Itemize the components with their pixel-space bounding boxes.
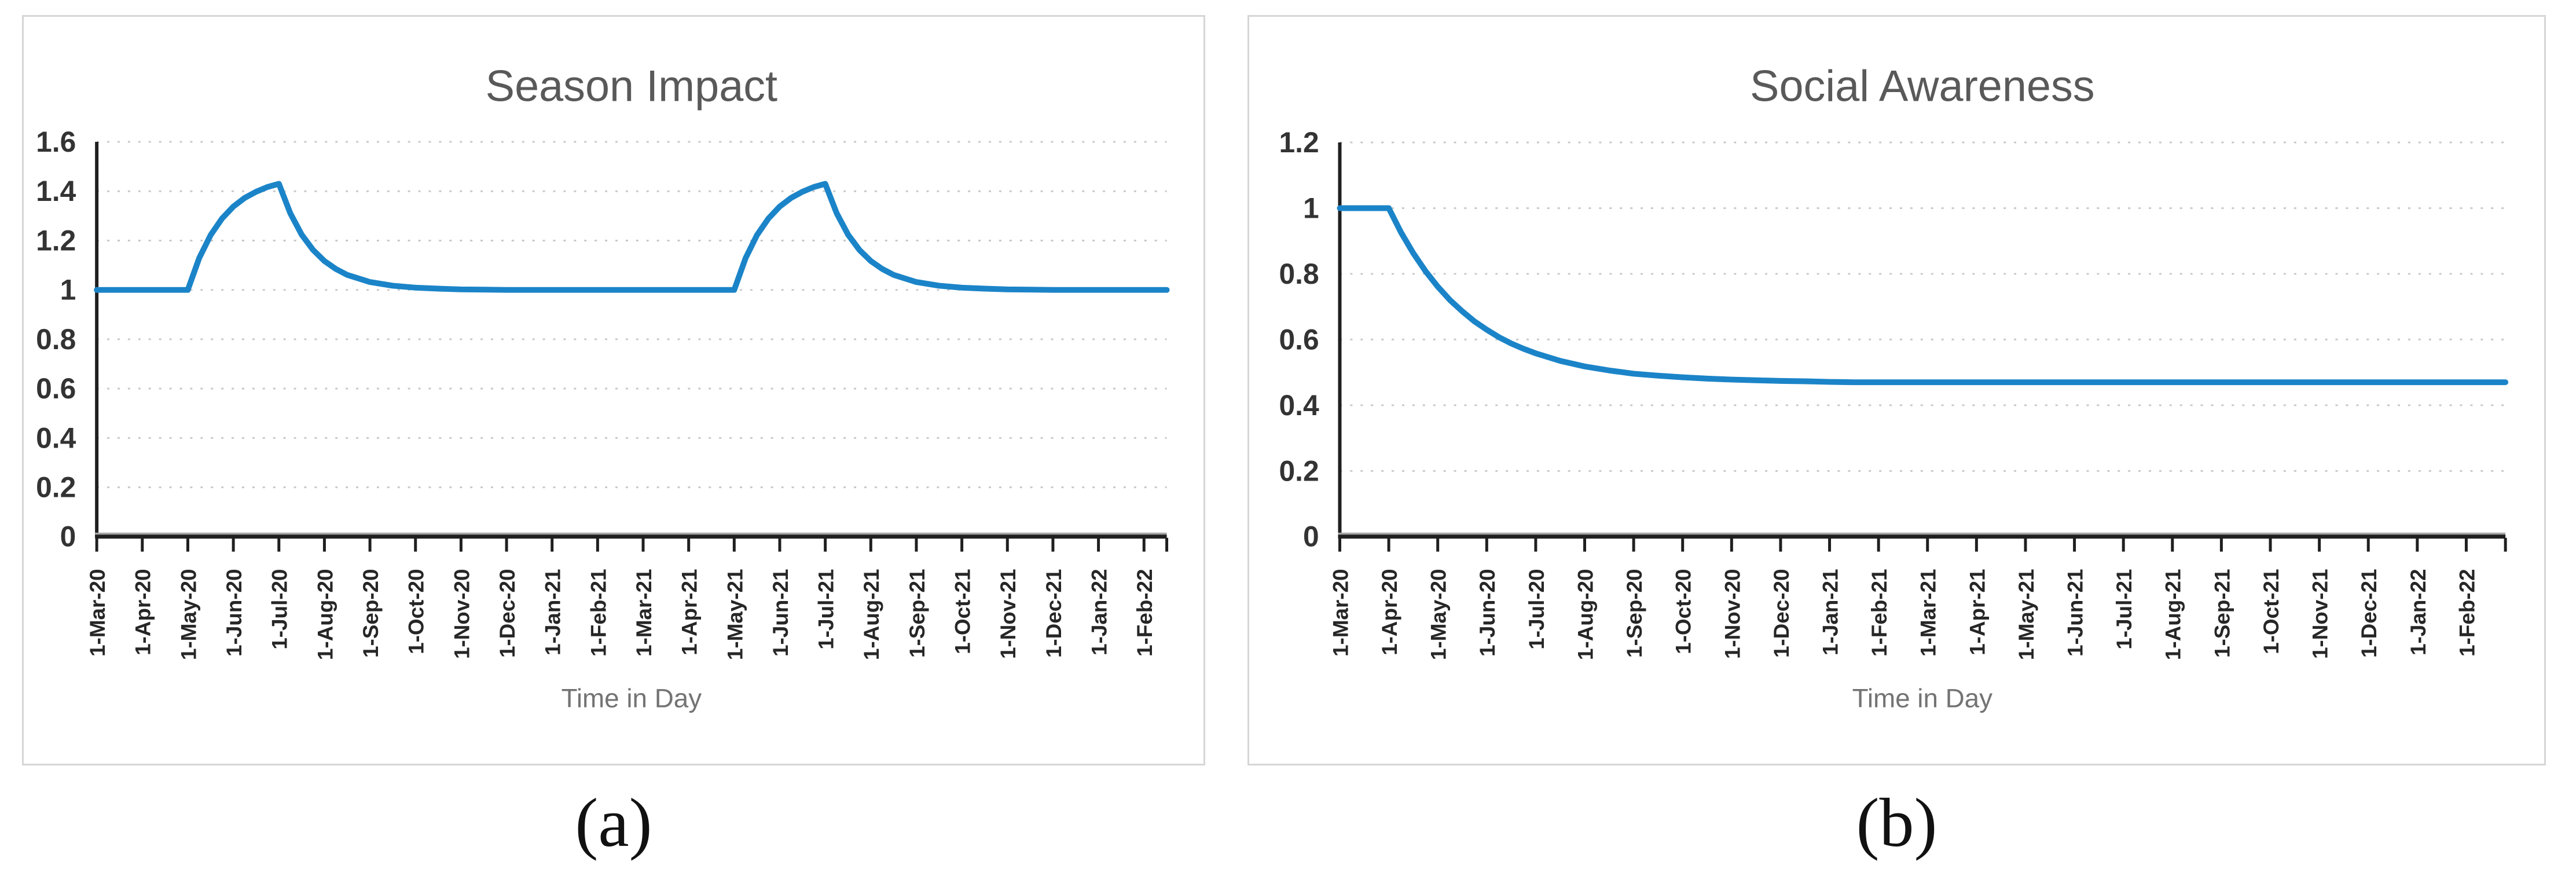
y-tick-label: 1 [60,274,76,306]
caption-a: (a) [575,784,652,861]
x-tick-label: 1-Feb-21 [586,569,610,657]
series-line [94,181,1170,293]
y-tick-label: 1.2 [1279,126,1319,159]
season-impact-chart: Season Impact Time in Day 0 0.2 0.4 0.6 0.8 1… [36,62,1170,713]
x-tick-label: 1-Nov-20 [450,569,474,659]
x-tick-label: 1-Mar-20 [1329,569,1352,657]
x-tick-label: 1-Dec-21 [1042,569,1066,658]
y-tick-label: 0.2 [1279,455,1319,487]
y-tick-label: 0.6 [36,372,76,405]
x-tick-label: 1-Jan-22 [2406,569,2430,655]
social-awareness-chart: Social Awareness Time in Day 0 0.2 0.4 0.6 0… [1279,62,2509,713]
x-tick-label: 1-Feb-21 [1867,569,1891,657]
x-tick-label: 1-Jul-20 [1525,569,1548,650]
y-tick-label: 1.4 [36,175,76,207]
x-tick-label: 1-Jun-21 [769,569,792,657]
x-tick-label: 1-Aug-20 [1573,569,1597,661]
x-tick-label: 1-Apr-20 [1378,569,1401,655]
x-tick-label: 1-Jun-20 [222,569,246,657]
x-tick-label: 1-Dec-20 [1770,569,1793,658]
x-tick-label: 1-Apr-21 [1965,569,1989,655]
y-tick-label: 0.2 [36,471,76,504]
x-tick-label: 1-Mar-21 [1917,569,1940,657]
x-tick-label: 1-Feb-22 [2455,569,2479,657]
x-tick-label: 1-Aug-21 [2162,569,2185,661]
y-tick-label: 0 [60,521,76,553]
x-tick-label: 1-Feb-22 [1133,569,1157,657]
x-tick-label: 1-Sep-21 [2210,569,2234,658]
y-tick-label: 0.8 [1279,258,1319,290]
x-tick-label: 1-Oct-21 [951,569,975,654]
y-tick-label: 0.6 [1279,323,1319,356]
x-tick-label: 1-Jan-22 [1088,569,1111,655]
y-tick-label: 0.4 [1279,389,1319,422]
caption-b: (b) [1856,784,1937,861]
x-tick-label: 1-Sep-21 [905,569,929,658]
x-tick-label: 1-Mar-20 [86,569,109,657]
x-tick-label: 1-Aug-20 [313,569,337,661]
y-tick-label: 0 [1303,521,1319,553]
chart-title: Social Awareness [1750,62,2095,111]
y-tick-label: 1.6 [36,126,76,158]
panel-season-impact: Season Impact Time in Day 0 0.2 0.4 0.6 0.8 1… [22,15,1205,765]
panel-social-awareness: Social Awareness Time in Day 0 0.2 0.4 0.6 0… [1247,15,2546,765]
x-axis-title: Time in Day [562,683,702,713]
x-tick-label: 1-Oct-20 [405,569,428,654]
x-tick-label: 1-May-20 [177,569,200,661]
x-tick-label: 1-Jun-21 [2064,569,2087,657]
y-tick-label: 1.2 [36,224,76,257]
x-tick-label: 1-Dec-20 [496,569,519,658]
x-axis-title: Time in Day [1852,683,1993,713]
x-tick-label: 1-Jul-20 [268,569,292,650]
y-tick-label: 1 [1303,192,1319,224]
x-tick-label: 1-May-21 [2014,569,2038,661]
x-tick-label: 1-Nov-20 [1720,569,1744,659]
x-tick-label: 1-Jul-21 [814,569,838,650]
series-line [1337,205,2509,386]
x-tick-label: 1-Jul-21 [2112,569,2136,650]
x-tick-label: 1-May-21 [723,569,747,661]
x-tick-label: 1-Oct-20 [1672,569,1696,654]
y-tick-label: 0.8 [36,323,76,356]
x-tick-label: 1-Dec-21 [2357,569,2381,658]
x-tick-label: 1-Sep-20 [1623,569,1646,658]
chart-title: Season Impact [486,62,777,111]
y-tick-label: 0.4 [36,422,76,454]
x-tick-label: 1-Oct-21 [2259,569,2283,654]
x-tick-label: 1-May-20 [1427,569,1451,661]
x-tick-label: 1-Aug-21 [860,569,883,661]
x-tick-label: 1-Jan-21 [1818,569,1842,655]
x-tick-label: 1-Sep-20 [359,569,383,658]
x-tick-label: 1-Jan-21 [541,569,565,655]
x-tick-label: 1-Apr-20 [131,569,155,655]
x-tick-label: 1-Apr-21 [678,569,702,655]
x-tick-label: 1-Mar-21 [632,569,656,657]
x-tick-label: 1-Jun-20 [1476,569,1499,657]
x-tick-label: 1-Nov-21 [996,569,1020,659]
x-tick-label: 1-Nov-21 [2309,569,2332,659]
